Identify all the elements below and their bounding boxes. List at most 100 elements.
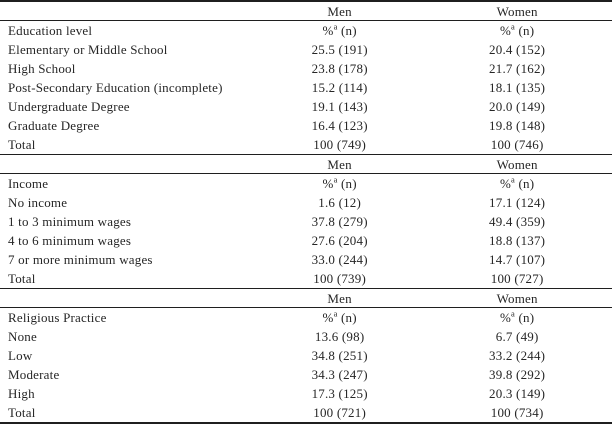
- women-value: 49.4 (359): [489, 214, 546, 229]
- men-value: 25.5 (191): [311, 42, 368, 57]
- section-header-row: Religious Practice %a (n) %a (n): [0, 308, 612, 328]
- men-value: 33.0 (244): [311, 252, 368, 267]
- row-label: Total: [8, 405, 36, 420]
- table-row: 1 to 3 minimum wages 37.8 (279) 49.4 (359): [0, 212, 612, 231]
- row-label: 7 or more minimum wages: [8, 252, 153, 267]
- row-label: High: [8, 386, 35, 401]
- n-label: (n): [515, 176, 535, 191]
- men-value: 100 (721): [313, 405, 366, 420]
- women-value: 20.0 (149): [489, 99, 546, 114]
- men-value: 100 (739): [313, 271, 366, 286]
- women-value: 6.7 (49): [495, 329, 539, 344]
- row-label: Post-Secondary Education (incomplete): [8, 80, 223, 95]
- row-label: 1 to 3 minimum wages: [8, 214, 132, 229]
- table-row: None 13.6 (98) 6.7 (49): [0, 327, 612, 346]
- section-title: Religious Practice: [8, 310, 107, 325]
- women-value: 100 (746): [490, 137, 544, 152]
- column-header-row: Men Women: [0, 154, 612, 174]
- column-header-women: Women: [422, 154, 612, 174]
- men-value: 27.6 (204): [311, 233, 368, 248]
- table-row: Graduate Degree 16.4 (123) 19.8 (148): [0, 116, 612, 135]
- value-header-men: %a (n): [257, 21, 422, 41]
- row-label: Undergraduate Degree: [8, 99, 130, 114]
- men-value: 37.8 (279): [311, 214, 368, 229]
- footnote-marker: a: [511, 308, 516, 319]
- column-header-women: Women: [422, 288, 612, 308]
- men-value: 19.1 (143): [311, 99, 368, 114]
- value-header-men: %a (n): [257, 308, 422, 328]
- row-label: High School: [8, 61, 76, 76]
- row-label: 4 to 6 minimum wages: [8, 233, 132, 248]
- footnote-marker: a: [333, 308, 338, 319]
- n-label: (n): [515, 310, 535, 325]
- column-header-men: Men: [257, 1, 423, 21]
- table-row: Moderate 34.3 (247) 39.8 (292): [0, 365, 612, 384]
- value-header-women: %a (n): [422, 21, 612, 41]
- section-title: Income: [8, 176, 49, 191]
- section-header-row: Income %a (n) %a (n): [0, 174, 612, 194]
- women-value: 18.1 (135): [489, 80, 546, 95]
- women-value: 20.3 (149): [489, 386, 546, 401]
- footnote-marker: a: [511, 21, 516, 32]
- men-value: 13.6 (98): [314, 329, 365, 344]
- column-header-spacer: [0, 288, 258, 308]
- table-row: 7 or more minimum wages 33.0 (244) 14.7 (1…: [0, 250, 612, 269]
- row-label: Total: [8, 137, 36, 152]
- n-label: (n): [515, 23, 535, 38]
- percent-symbol: %: [500, 23, 512, 38]
- column-header-men: Men: [257, 288, 423, 308]
- column-header-spacer: [0, 1, 258, 21]
- row-label: Elementary or Middle School: [8, 42, 168, 57]
- men-value: 23.8 (178): [311, 61, 368, 76]
- table-row: No income 1.6 (12) 17.1 (124): [0, 193, 612, 212]
- men-value: 100 (749): [313, 137, 366, 152]
- row-label: Moderate: [8, 367, 60, 382]
- n-label: (n): [337, 310, 357, 325]
- column-header-men: Men: [257, 154, 423, 174]
- men-value: 17.3 (125): [311, 386, 368, 401]
- table-row: Elementary or Middle School 25.5 (191) 20.…: [0, 40, 612, 59]
- men-value: 16.4 (123): [311, 118, 368, 133]
- men-value: 1.6 (12): [318, 195, 362, 210]
- table-row: Post-Secondary Education (incomplete) 15.…: [0, 78, 612, 97]
- men-value: 15.2 (114): [311, 80, 368, 95]
- percent-symbol: %: [322, 23, 334, 38]
- table-row: Low 34.8 (251) 33.2 (244): [0, 346, 612, 365]
- women-value: 19.8 (148): [489, 118, 546, 133]
- women-value: 100 (734): [490, 405, 544, 420]
- table-row: High 17.3 (125) 20.3 (149): [0, 384, 612, 403]
- women-value: 20.4 (152): [489, 42, 546, 57]
- women-value: 39.8 (292): [489, 367, 546, 382]
- percent-symbol: %: [500, 176, 512, 191]
- women-value: 21.7 (162): [489, 61, 546, 76]
- percent-symbol: %: [322, 310, 334, 325]
- women-value: 100 (727): [490, 271, 544, 286]
- row-label: Graduate Degree: [8, 118, 100, 133]
- men-value: 34.3 (247): [311, 367, 368, 382]
- women-value: 18.8 (137): [489, 233, 546, 248]
- table-row: High School 23.8 (178) 21.7 (162): [0, 59, 612, 78]
- row-label: Total: [8, 271, 36, 286]
- value-header-women: %a (n): [422, 308, 612, 328]
- table-row: Total 100 (739) 100 (727): [0, 269, 612, 289]
- footnote-marker: a: [333, 174, 338, 185]
- column-header-row: Men Women: [0, 288, 612, 308]
- row-label: None: [8, 329, 37, 344]
- section-header-row: Education level %a (n) %a (n): [0, 21, 612, 41]
- women-value: 17.1 (124): [489, 195, 546, 210]
- column-header-spacer: [0, 154, 258, 174]
- table-row: Total 100 (721) 100 (734): [0, 403, 612, 423]
- column-header-women: Women: [422, 1, 612, 21]
- section-title: Education level: [8, 23, 93, 38]
- percent-symbol: %: [500, 310, 512, 325]
- row-label: Low: [8, 348, 33, 363]
- value-header-women: %a (n): [422, 174, 612, 194]
- n-label: (n): [337, 23, 357, 38]
- row-label: No income: [8, 195, 68, 210]
- women-value: 33.2 (244): [489, 348, 546, 363]
- footnote-marker: a: [333, 21, 338, 32]
- column-header-row: Men Women: [0, 1, 612, 21]
